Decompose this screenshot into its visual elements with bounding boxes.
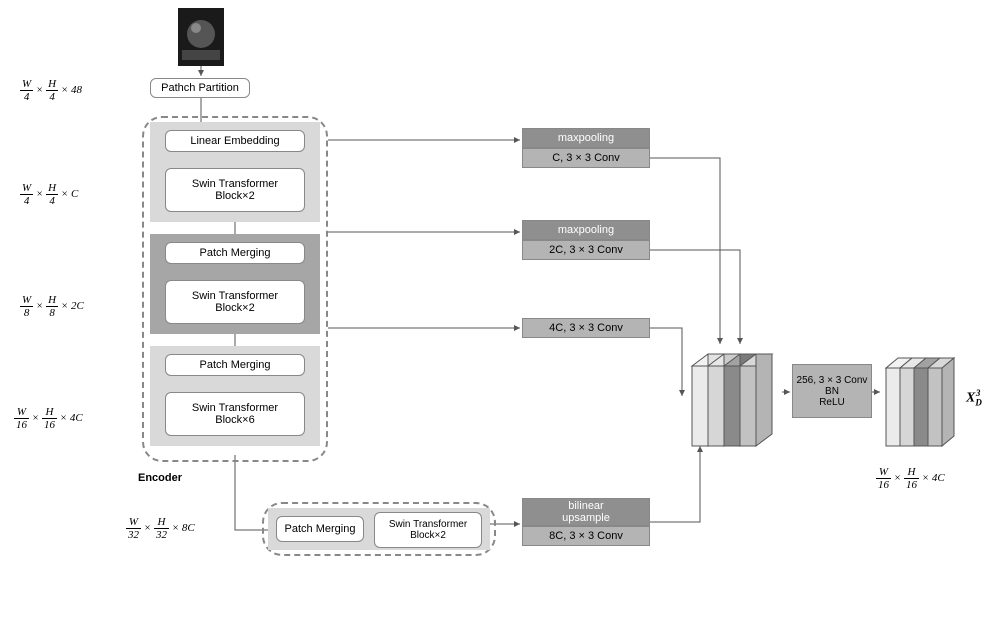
maxpool-2: maxpooling <box>522 220 650 240</box>
dim-out: W16 × H16 × 4C <box>876 466 945 491</box>
swin-block-6: Swin Transformer Block×6 <box>165 392 305 436</box>
swin-block-2c: Swin Transformer Block×2 <box>374 512 482 548</box>
bilinear-upsample: bilinear upsample <box>522 498 650 526</box>
conv-3: 4C, 3 × 3 Conv <box>522 318 650 338</box>
encoder-label: Encoder <box>138 472 182 484</box>
concat-cube <box>684 348 784 448</box>
dim-1: W4 × H4 × C <box>20 182 78 207</box>
patch-merging-2: Patch Merging <box>165 354 305 376</box>
conv-1: C, 3 × 3 Conv <box>522 148 650 168</box>
input-image <box>178 8 224 66</box>
output-cube <box>880 352 966 450</box>
patch-merging-3: Patch Merging <box>276 516 364 542</box>
linear-embedding: Linear Embedding <box>165 130 305 152</box>
patch-partition: Pathch Partition <box>150 78 250 98</box>
patch-merging-1: Patch Merging <box>165 242 305 264</box>
dim-3: W16 × H16 × 4C <box>14 406 83 431</box>
dim-4: W32 × H32 × 8C <box>126 516 195 541</box>
swin-block-2b: Swin Transformer Block×2 <box>165 280 305 324</box>
dim-0: W4 × H4 × 48 <box>20 78 82 103</box>
conv-2: 2C, 3 × 3 Conv <box>522 240 650 260</box>
dim-2: W8 × H8 × 2C <box>20 294 84 319</box>
maxpool-1: maxpooling <box>522 128 650 148</box>
fuse-block: 256, 3 × 3 Conv BN ReLU <box>792 364 872 418</box>
output-symbol: XD3 <box>966 388 986 407</box>
swin-block-2a: Swin Transformer Block×2 <box>165 168 305 212</box>
conv-4: 8C, 3 × 3 Conv <box>522 526 650 546</box>
